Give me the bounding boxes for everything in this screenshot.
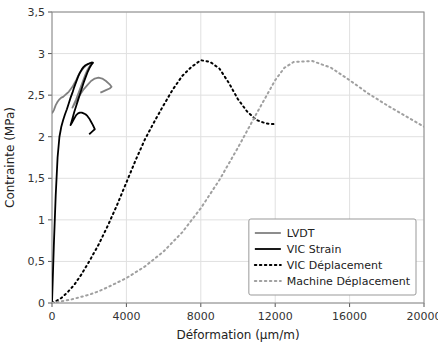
y-tick (48, 219, 52, 220)
x-tick-label: 16000 (332, 310, 367, 323)
x-tick-label: 4000 (112, 310, 140, 323)
y-tick (48, 95, 52, 96)
grid-line-x (200, 12, 201, 303)
legend-swatch (255, 248, 281, 250)
grid-line-y (52, 136, 424, 137)
x-tick-label: 0 (49, 310, 56, 323)
legend-label: VIC Strain (287, 243, 342, 256)
y-tick (48, 303, 52, 304)
legend-swatch (255, 280, 281, 282)
x-tick (126, 303, 127, 307)
y-tick-label: 0,5 (28, 255, 46, 268)
y-tick-label: 3,5 (28, 6, 46, 19)
y-tick (48, 178, 52, 179)
x-tick (200, 303, 201, 307)
x-tick (52, 303, 53, 307)
axes: 0 4000 8000 12000 16000 20000 0 0,5 1 1,5 2 2,5 3 3,5 (28, 6, 438, 323)
series-line (52, 63, 95, 303)
y-tick (48, 12, 52, 13)
y-tick (48, 53, 52, 54)
plot-frame (52, 12, 424, 303)
legend-swatch (255, 264, 281, 266)
y-tick-label: 2 (38, 131, 45, 144)
y-axis-label: Contrainte (MPa) (3, 107, 17, 208)
grid-line-y (52, 178, 424, 179)
x-tick (424, 303, 425, 307)
legend-swatch (255, 232, 281, 234)
legend-label: VIC Déplacement (287, 259, 383, 272)
legend-box (249, 219, 416, 295)
series-line (52, 60, 275, 303)
x-tick (349, 303, 350, 307)
y-tick-label: 0 (38, 297, 45, 310)
x-axis-label: Déformation (μm/m) (176, 328, 299, 342)
y-tick (48, 261, 52, 262)
y-tick-label: 2,5 (28, 89, 46, 102)
legend: LVDT VIC Strain VIC Déplacement Machine Dép… (249, 219, 416, 295)
grid-line-y (52, 95, 424, 96)
series-line (52, 61, 424, 303)
chart: 0 4000 8000 12000 16000 20000 0 0,5 1 1,5 2 2,5 3 3,5… (0, 0, 438, 347)
grid-line-x (126, 12, 127, 303)
y-tick-label: 1,5 (28, 172, 46, 185)
x-tick (275, 303, 276, 307)
series-group (52, 60, 424, 303)
y-tick-label: 3 (38, 48, 45, 61)
grid (52, 12, 424, 303)
y-tick (48, 136, 52, 137)
x-tick-label: 12000 (258, 310, 293, 323)
x-tick-label: 8000 (187, 310, 215, 323)
legend-label: Machine Déplacement (287, 275, 411, 288)
y-tick-label: 1 (38, 214, 45, 227)
grid-line-y (52, 53, 424, 54)
background (0, 0, 438, 347)
legend-label: LVDT (287, 227, 315, 240)
x-tick-label: 20000 (407, 310, 438, 323)
